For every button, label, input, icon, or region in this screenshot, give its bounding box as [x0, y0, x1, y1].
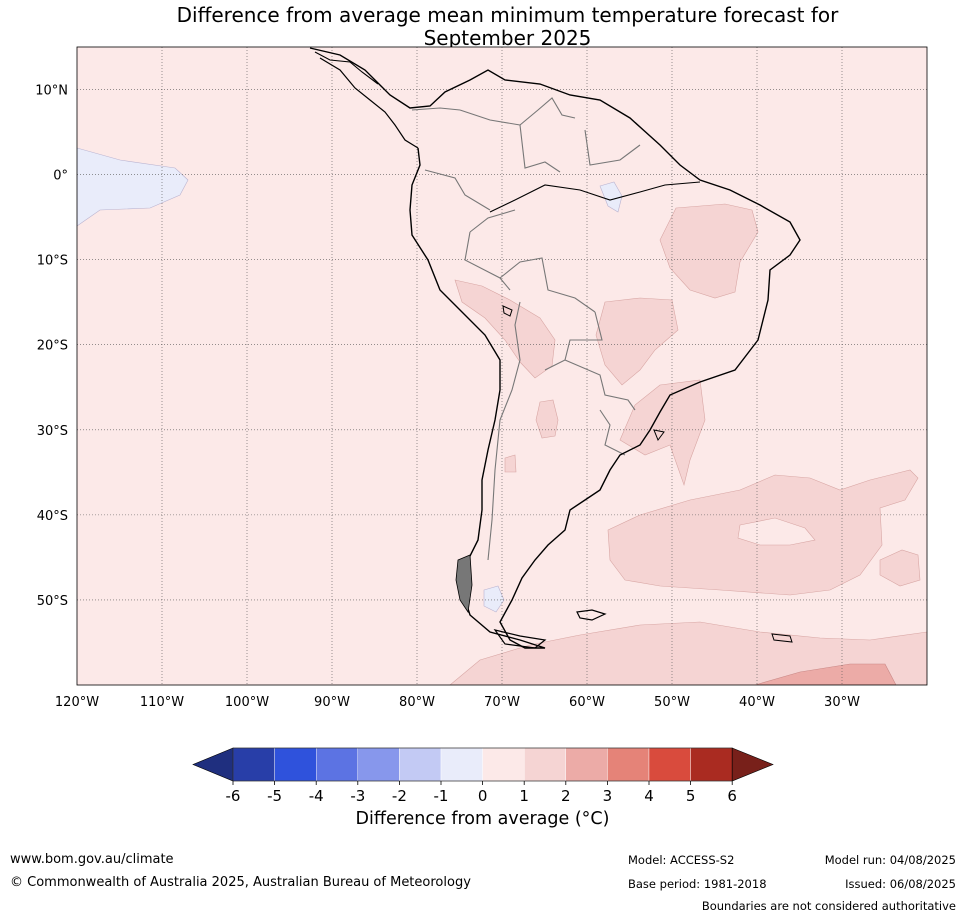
longitude-label: 120°W — [55, 695, 99, 710]
latitude-label: 50°S — [37, 594, 68, 609]
colorbar-tick-label: -6 — [226, 787, 241, 805]
warm-anomaly-region — [504, 454, 517, 473]
longitude-label: 80°W — [399, 695, 435, 710]
country-border — [411, 107, 461, 111]
tierra-del-fuego — [493, 629, 547, 649]
copyright-text: © Commonwealth of Australia 2025, Austra… — [10, 875, 471, 890]
longitude-label: 70°W — [484, 695, 520, 710]
colorbar-segment — [399, 747, 442, 782]
lake-titicaca — [502, 305, 513, 317]
longitude-label: 60°W — [569, 695, 605, 710]
colorbar-segment — [274, 747, 317, 782]
title-line-1: Difference from average mean minimum tem… — [176, 3, 839, 27]
colorbar-segment — [648, 747, 691, 782]
country-border — [584, 129, 641, 166]
colorbar-segment — [357, 747, 400, 782]
warm-anomaly-region — [454, 279, 556, 379]
colorbar-segment — [440, 747, 483, 782]
colorbar — [192, 747, 774, 785]
south-america-coastline — [309, 47, 801, 649]
colorbar-segment — [524, 747, 567, 782]
colorbar-tick-label: 6 — [727, 787, 737, 805]
country-border — [424, 169, 491, 211]
longitude-label: 40°W — [739, 695, 775, 710]
warm-anomaly-region — [659, 203, 759, 299]
colorbar-tick-label: -5 — [267, 787, 282, 805]
falkland-islands — [576, 609, 607, 621]
latitude-label: 10°N — [35, 84, 68, 99]
country-border — [459, 109, 521, 126]
map-frame — [76, 46, 928, 686]
country-border — [564, 359, 636, 411]
lagoa-dos-patos — [653, 429, 665, 442]
country-border — [599, 409, 626, 456]
colorbar-segment — [232, 747, 275, 782]
colorbar-segment — [482, 747, 525, 782]
colorbar-extend-low — [192, 747, 234, 782]
longitude-label: 110°W — [140, 695, 184, 710]
colorbar-tick-label: -4 — [309, 787, 324, 805]
warm-anomaly-region — [595, 297, 679, 386]
warm-anomaly-region — [449, 621, 927, 685]
south-america-coastline — [319, 57, 419, 149]
latitude-label: 30°S — [37, 424, 68, 439]
cool-anomaly-region — [483, 585, 505, 613]
issued-date: Issued: 06/08/2025 — [845, 877, 956, 891]
longitude-label: 100°W — [225, 695, 269, 710]
country-border — [519, 97, 576, 126]
country-border — [487, 301, 521, 561]
colorbar-segment — [316, 747, 359, 782]
amazon-river — [489, 181, 701, 213]
warm-anomaly-region — [879, 549, 921, 587]
colorbar-tick-label: 0 — [478, 787, 488, 805]
colorbar-tick-label: -2 — [392, 787, 407, 805]
longitude-label: 30°W — [824, 695, 860, 710]
latitude-label: 0° — [53, 169, 68, 184]
colorbar-tick-label: 1 — [519, 787, 529, 805]
boundary-disclaimer: Boundaries are not considered authoritat… — [701, 899, 956, 913]
south-georgia — [771, 633, 793, 643]
country-border — [469, 209, 516, 233]
latitude-label: 10°S — [37, 254, 68, 269]
model-run-date: Model run: 04/08/2025 — [824, 853, 956, 867]
chart-title: Difference from average mean minimum tem… — [0, 4, 965, 50]
colorbar-tick-label: 4 — [644, 787, 654, 805]
country-border — [519, 124, 561, 173]
model-name: Model: ACCESS-S2 — [628, 853, 735, 867]
website-link[interactable]: www.bom.gov.au/climate — [10, 852, 174, 867]
colorbar-tick-label: -1 — [434, 787, 449, 805]
colorbar-segment — [565, 747, 608, 782]
title-line-2: September 2025 — [423, 26, 592, 50]
longitude-label: 90°W — [314, 695, 350, 710]
colorbar-extend-high — [731, 747, 774, 782]
country-border — [544, 311, 603, 371]
warm-anomaly-region — [619, 379, 706, 487]
strong-warm-anomaly-region — [754, 663, 897, 685]
central-america-coastline — [314, 51, 379, 85]
chilean-archipelago — [455, 554, 473, 614]
longitude-label: 50°W — [654, 695, 690, 710]
latitude-label: 20°S — [37, 339, 68, 354]
colorbar-tick-label: 5 — [686, 787, 696, 805]
latitude-label: 40°S — [37, 509, 68, 524]
country-border — [499, 257, 596, 313]
country-border — [464, 231, 511, 291]
colorbar-segment — [690, 747, 733, 782]
warm-anomaly-region — [535, 399, 559, 439]
colorbar-tick-label: -3 — [350, 787, 365, 805]
base-period: Base period: 1981-2018 — [628, 877, 767, 891]
cool-anomaly-region — [599, 181, 623, 213]
colorbar-tick-label: 2 — [561, 787, 571, 805]
colorbar-label: Difference from average (°C) — [355, 809, 610, 829]
colorbar-segment — [607, 747, 650, 782]
cool-anomaly-region — [77, 147, 189, 227]
colorbar-tick-label: 3 — [603, 787, 613, 805]
